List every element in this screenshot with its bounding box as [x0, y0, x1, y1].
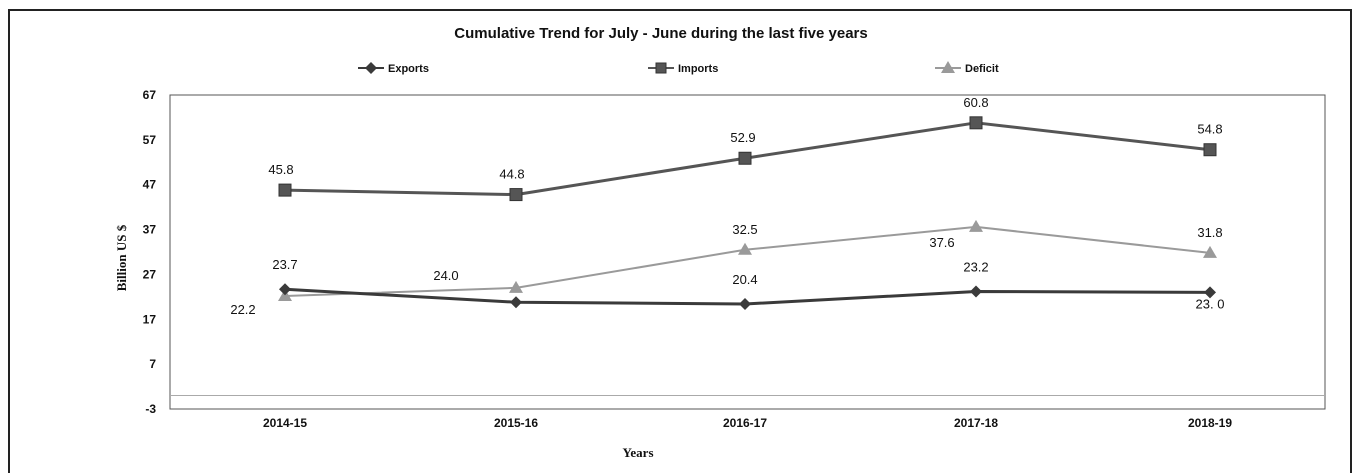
series-exports: 23.7 20.4 23.2 23. 0	[272, 257, 1224, 311]
x-tick-label: 2018-19	[1188, 416, 1232, 430]
legend-marker-deficit	[941, 61, 955, 73]
x-tick-label: 2016-17	[723, 416, 767, 430]
deficit-point	[1203, 245, 1217, 258]
legend-label-imports: Imports	[678, 63, 718, 75]
legend-marker-imports	[655, 62, 667, 74]
y-tick-label: 7	[149, 357, 156, 371]
deficit-point	[969, 219, 983, 232]
imports-point	[278, 183, 292, 197]
deficit-data-label: 37.6	[929, 235, 954, 250]
exports-point	[510, 296, 522, 309]
imports-point	[738, 151, 752, 165]
deficit-data-label: 22.2	[230, 302, 255, 317]
plot-area-border	[169, 94, 1326, 410]
imports-point	[969, 116, 983, 130]
deficit-point	[509, 280, 523, 293]
series-imports: 45.8 44.8 52.9 60.8 54.8	[268, 95, 1223, 202]
y-tick-label: 57	[143, 133, 157, 147]
x-axis-ticks: 2014-15 2015-16 2016-17 2017-18 2018-19	[263, 416, 1232, 430]
chart-title: Cumulative Trend for July - June during …	[454, 25, 867, 42]
imports-data-label: 60.8	[963, 95, 988, 110]
y-axis-ticks: 67 57 47 37 27 17 7 -3	[143, 88, 1325, 416]
exports-point	[739, 298, 751, 311]
outer-border	[8, 9, 1352, 473]
imports-point	[1203, 143, 1217, 157]
exports-data-label: 20.4	[732, 272, 757, 287]
deficit-data-label: 24.0	[433, 268, 458, 283]
y-tick-label: 37	[143, 223, 157, 237]
exports-point	[1204, 286, 1216, 299]
deficit-data-label: 32.5	[732, 222, 757, 237]
exports-data-label: 23. 0	[1196, 296, 1225, 311]
imports-point	[509, 188, 523, 202]
y-tick-label: 67	[143, 88, 157, 102]
deficit-data-label: 31.8	[1197, 225, 1222, 240]
imports-data-label: 45.8	[268, 162, 293, 177]
series-deficit: 22.2 24.0 32.5 37.6 31.8	[230, 219, 1223, 317]
imports-data-label: 54.8	[1197, 122, 1222, 137]
imports-data-label: 44.8	[499, 167, 524, 182]
y-tick-label: 27	[143, 267, 157, 281]
exports-point	[970, 285, 982, 298]
exports-data-label: 23.7	[272, 257, 297, 272]
legend-label-exports: Exports	[388, 63, 429, 75]
x-tick-label: 2017-18	[954, 416, 998, 430]
x-tick-label: 2015-16	[494, 416, 538, 430]
legend: Exports Imports Deficit	[358, 61, 999, 75]
y-axis-label: Billion US $	[114, 224, 129, 291]
exports-data-label: 23.2	[963, 259, 988, 274]
deficit-point	[738, 242, 752, 255]
series-layer: 22.2 24.0 32.5 37.6 31.8 23.7 20.4 23.2 23. 0 45.…	[230, 95, 1224, 317]
legend-label-deficit: Deficit	[965, 63, 999, 75]
x-axis-label: Years	[622, 445, 653, 460]
y-tick-label: 47	[143, 178, 157, 192]
imports-data-label: 52.9	[730, 130, 755, 145]
exports-point	[279, 283, 291, 296]
x-tick-label: 2014-15	[263, 416, 307, 430]
legend-marker-exports	[365, 62, 377, 74]
y-tick-label: -3	[145, 402, 156, 416]
y-tick-label: 17	[143, 312, 157, 326]
